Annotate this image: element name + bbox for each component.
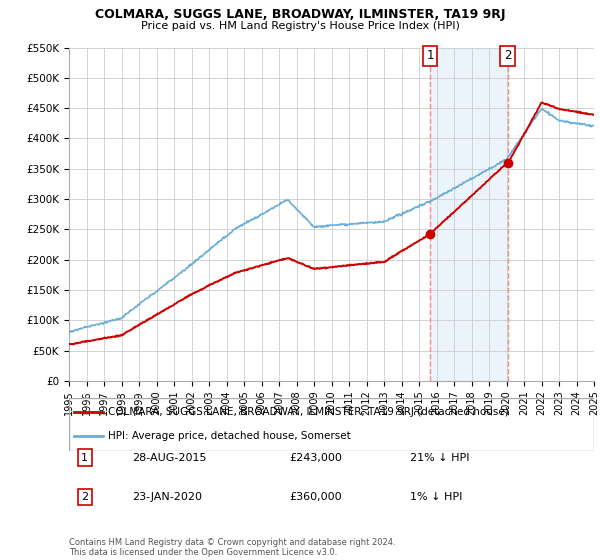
Text: COLMARA, SUGGS LANE, BROADWAY, ILMINSTER, TA19 9RJ (detached house): COLMARA, SUGGS LANE, BROADWAY, ILMINSTER… xyxy=(109,408,509,418)
Text: HPI: Average price, detached house, Somerset: HPI: Average price, detached house, Some… xyxy=(109,431,351,441)
Text: 2: 2 xyxy=(504,49,511,62)
Text: COLMARA, SUGGS LANE, BROADWAY, ILMINSTER, TA19 9RJ: COLMARA, SUGGS LANE, BROADWAY, ILMINSTER… xyxy=(95,8,505,21)
Text: 1: 1 xyxy=(427,49,434,62)
Text: Contains HM Land Registry data © Crown copyright and database right 2024.
This d: Contains HM Land Registry data © Crown c… xyxy=(69,538,395,557)
Text: 21% ↓ HPI: 21% ↓ HPI xyxy=(410,453,470,463)
Text: 2: 2 xyxy=(81,492,88,502)
Text: 23-JAN-2020: 23-JAN-2020 xyxy=(132,492,202,502)
Text: £360,000: £360,000 xyxy=(290,492,342,502)
Bar xyxy=(430,48,508,381)
Text: 28-AUG-2015: 28-AUG-2015 xyxy=(132,453,206,463)
Text: Price paid vs. HM Land Registry's House Price Index (HPI): Price paid vs. HM Land Registry's House … xyxy=(140,21,460,31)
Text: £243,000: £243,000 xyxy=(290,453,343,463)
Text: 1: 1 xyxy=(81,453,88,463)
Text: 1% ↓ HPI: 1% ↓ HPI xyxy=(410,492,463,502)
